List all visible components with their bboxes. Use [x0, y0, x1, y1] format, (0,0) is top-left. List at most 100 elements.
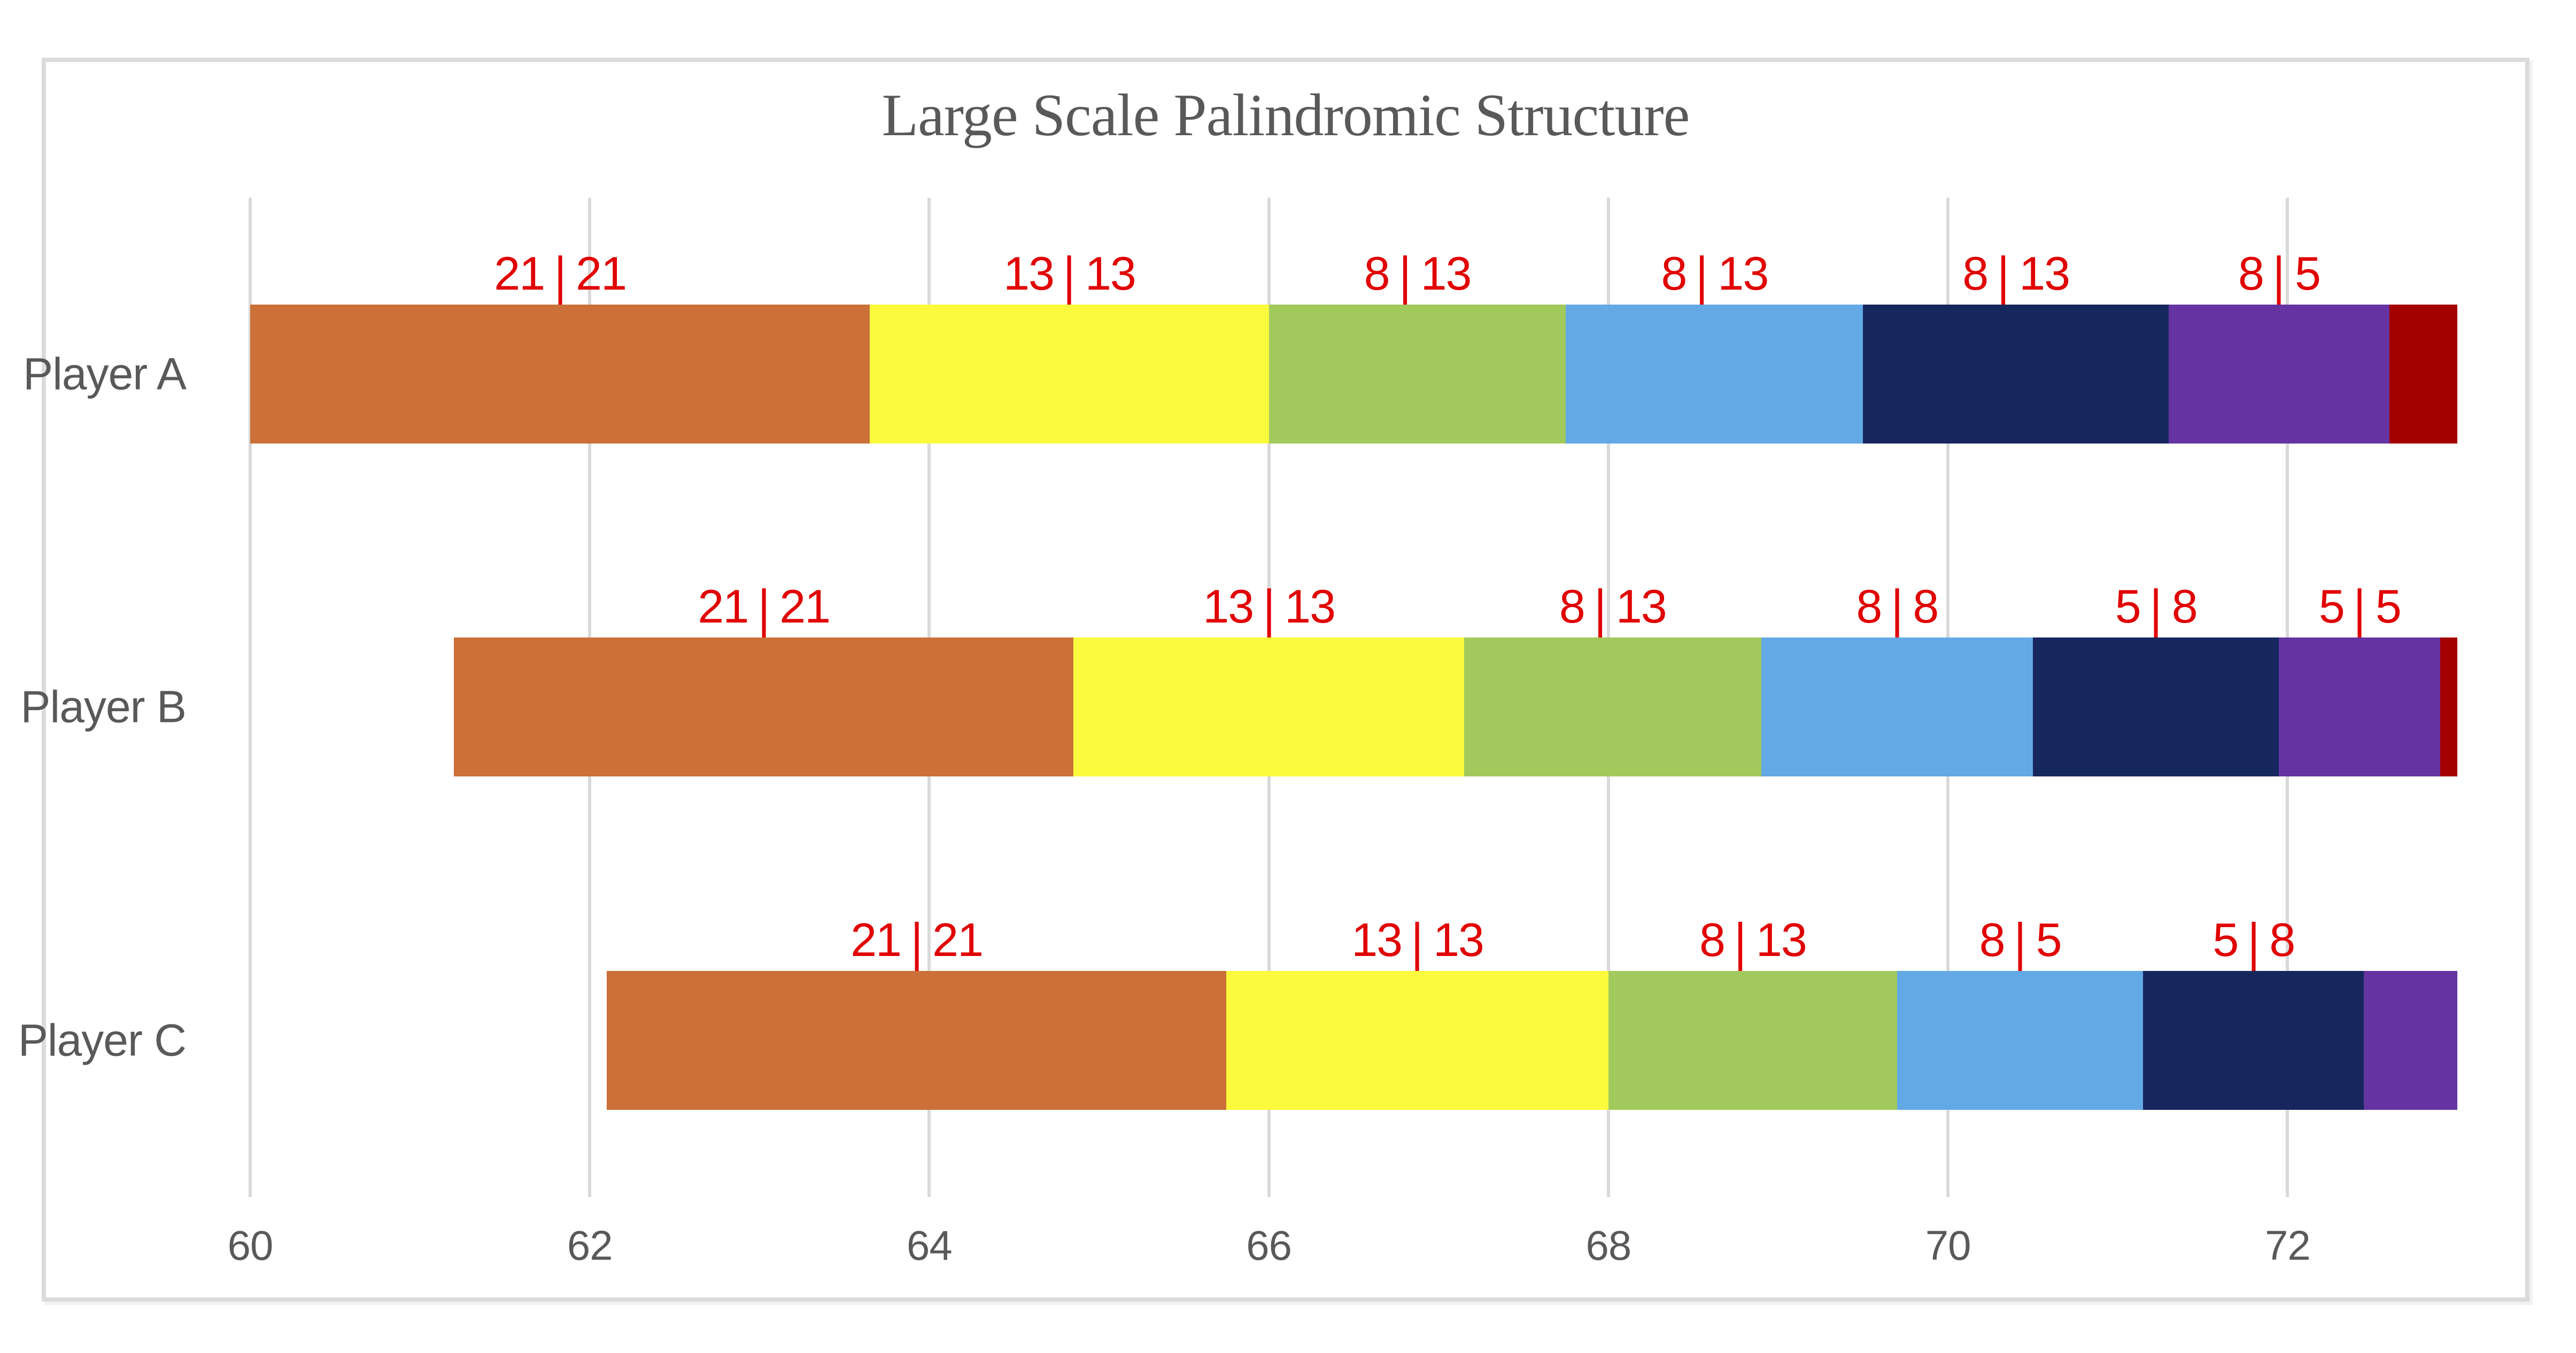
bar-segment-blue: [1566, 305, 1863, 444]
label-separator: [2018, 921, 2022, 971]
label-left-value: 5: [2115, 580, 2141, 633]
label-separator: [1415, 921, 1420, 971]
label-right-value: 13: [1718, 247, 1769, 300]
label-separator: [2357, 588, 2362, 638]
bar-segment-orange: [606, 970, 1227, 1110]
label-left-value: 21: [698, 580, 749, 633]
bar-segment-dark_red: [2389, 305, 2457, 444]
label-left-value: 13: [1003, 247, 1055, 300]
label-right-value: 8: [2269, 913, 2295, 966]
bar-segment-orange: [454, 637, 1074, 777]
gridline-60: [249, 198, 252, 1197]
category-label: Player B: [20, 681, 187, 732]
segment-data-label: 8 13: [1699, 913, 1807, 971]
label-separator: [2154, 588, 2158, 638]
segment-data-label: 13 13: [1351, 913, 1484, 971]
label-left-value: 8: [2238, 247, 2264, 300]
segment-data-label: 8 13: [1559, 580, 1667, 638]
label-right-value: 8: [1913, 580, 1939, 633]
segment-data-label: 8 13: [1364, 247, 1472, 305]
label-left-value: 8: [1661, 247, 1687, 300]
bar-segment-yellow: [870, 305, 1269, 444]
x-tick-68: 68: [1585, 1222, 1632, 1269]
row-band-3: Player C 21 21 13 13 8 13 8 5 5 8: [18, 864, 2525, 1197]
label-right-value: 13: [1085, 247, 1136, 300]
bar-segment-blue: [1897, 970, 2144, 1110]
label-separator: [558, 255, 562, 305]
segment-data-label: 21 21: [494, 247, 627, 305]
label-separator: [1267, 588, 1271, 638]
label-separator: [1067, 255, 1071, 305]
label-right-value: 13: [1285, 580, 1336, 633]
segment-data-label: 21 21: [698, 580, 831, 638]
chart-title: Large Scale Palindromic Structure: [881, 82, 1690, 149]
bar-segment-blue: [1761, 637, 2033, 777]
bar-segment-navy: [2032, 637, 2279, 777]
segment-data-label: 13 13: [1003, 247, 1136, 305]
x-tick-72: 72: [2264, 1222, 2311, 1269]
label-right-value: 21: [576, 247, 627, 300]
label-left-value: 5: [2213, 913, 2239, 966]
x-tick-70: 70: [1925, 1222, 1971, 1269]
label-right-value: 5: [2294, 247, 2321, 300]
label-separator: [1598, 588, 1602, 638]
segment-data-label: 8 13: [1661, 247, 1769, 305]
chart-frame: Large Scale Palindromic Structure Player…: [18, 58, 2529, 1302]
x-tick-66: 66: [1246, 1222, 1292, 1269]
label-right-value: 13: [1420, 247, 1472, 300]
label-left-value: 21: [850, 913, 902, 966]
label-right-value: 13: [2019, 247, 2070, 300]
label-separator: [1403, 255, 1407, 305]
label-separator: [1700, 255, 1704, 305]
label-separator: [2252, 921, 2256, 971]
bar-segment-orange: [250, 305, 870, 444]
bar-segment-green: [1464, 637, 1761, 777]
label-right-value: 21: [932, 913, 984, 966]
bar-segment-yellow: [1073, 637, 1464, 777]
bar-segment-navy: [2143, 970, 2364, 1110]
category-label: Player A: [23, 348, 187, 399]
bar-segment-green: [1608, 970, 1897, 1110]
label-right-value: 21: [779, 580, 831, 633]
label-left-value: 13: [1203, 580, 1254, 633]
label-left-value: 8: [1979, 913, 2006, 966]
segment-data-label: 21 21: [850, 913, 984, 971]
label-right-value: 5: [2036, 913, 2062, 966]
x-axis: 60 62 64 66 68 70 72: [228, 1216, 2525, 1275]
segment-data-label: 13 13: [1203, 580, 1336, 638]
bar-segment-yellow: [1226, 970, 1608, 1110]
label-left-value: 13: [1351, 913, 1403, 966]
x-tick-60: 60: [227, 1222, 274, 1269]
row-band-1: Player A 21 21 13 13 8 13 8 13 8 13 8 5: [23, 198, 2525, 531]
label-separator: [2001, 255, 2006, 305]
row-band-2: Player B 21 21 13 13 8 13 8 8 5 8 5 5: [21, 531, 2525, 864]
plot-area: Player A 21 21 13 13 8 13 8 13 8 13 8 5 Player B 21 21 1…: [18, 198, 2525, 1197]
bar-segment-purple: [2169, 305, 2389, 444]
label-left-value: 8: [1856, 580, 1882, 633]
label-separator: [1738, 921, 1742, 971]
label-left-value: 5: [2318, 580, 2345, 633]
label-right-value: 13: [1615, 580, 1667, 633]
label-separator: [1895, 588, 1899, 638]
label-left-value: 8: [1559, 580, 1585, 633]
label-right-value: 13: [1433, 913, 1484, 966]
label-right-value: 13: [1755, 913, 1807, 966]
bar-segment-purple: [2364, 970, 2457, 1110]
label-left-value: 21: [494, 247, 545, 300]
label-left-value: 8: [1364, 247, 1390, 300]
category-label: Player C: [18, 1015, 187, 1066]
x-tick-62: 62: [567, 1222, 613, 1269]
bar-segment-purple: [2279, 637, 2441, 777]
label-right-value: 8: [2171, 580, 2198, 633]
bar-segment-green: [1268, 305, 1566, 444]
label-separator: [2277, 255, 2281, 305]
segment-data-label: 8 13: [1962, 247, 2070, 305]
label-separator: [762, 588, 766, 638]
